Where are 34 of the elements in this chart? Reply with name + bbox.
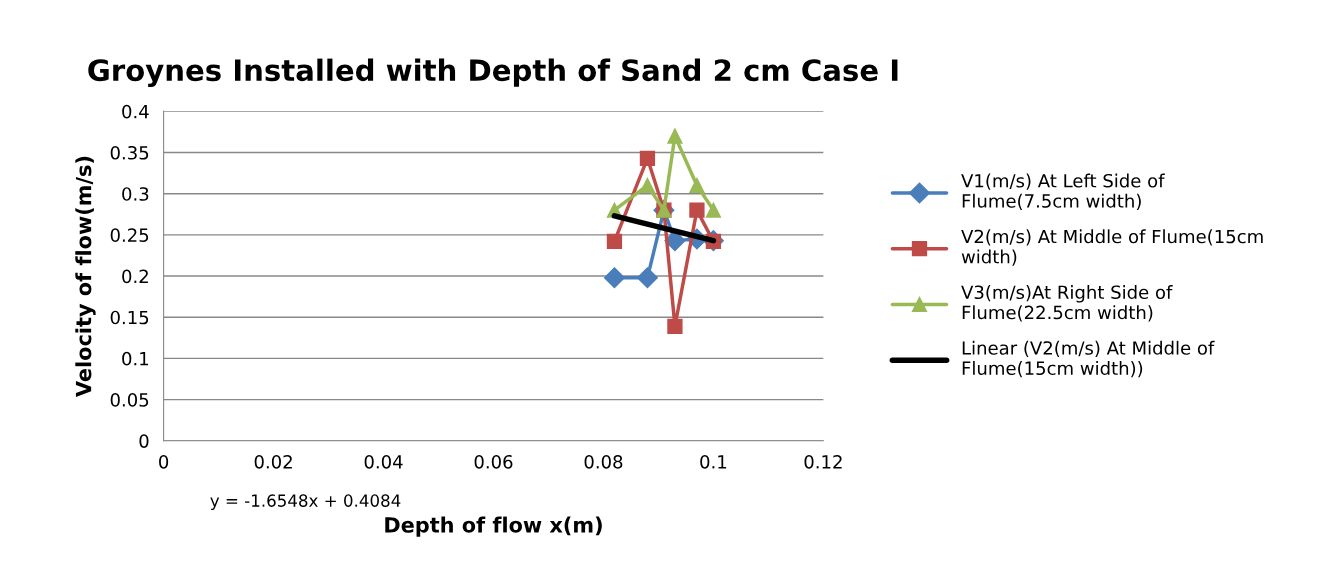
y-tick-label: 0.1	[122, 351, 149, 366]
point	[689, 177, 705, 194]
point	[705, 202, 722, 218]
y-tick-label: 0.35	[110, 145, 149, 160]
x-tick-label: 0	[159, 454, 169, 469]
x-tick-label: 0.06	[474, 454, 513, 469]
x-tick-label: 0.02	[254, 454, 292, 469]
point	[639, 150, 656, 166]
point	[606, 233, 623, 250]
y-axis-title: Velocity of flow(m/s)	[75, 156, 96, 397]
y-tick-label: 0	[139, 434, 149, 448]
point	[639, 177, 656, 194]
legend-label: V2(m/s) At Middle of Flume(15cm width)	[961, 229, 1263, 266]
y-tick-label: 0.3	[122, 187, 149, 201]
y-tick-label: 0.25	[110, 228, 149, 242]
chart-title: Groynes Installed with Depth of Sand 2 cm Case I	[88, 58, 898, 88]
y-tick-label: 0.4	[122, 104, 149, 119]
point	[689, 202, 705, 218]
legend-label: V3(m/s)At Right Side of Flume(22.5cm width)	[961, 285, 1173, 322]
point	[603, 267, 625, 289]
text: y = -1.6548x + 0.4084	[210, 494, 401, 511]
x-tick-label: 0.08	[584, 454, 623, 469]
y-tick-label: 0.05	[110, 393, 149, 407]
x-tick-label: 0.04	[364, 454, 403, 469]
point	[636, 267, 658, 289]
x-tick-label: 0.12	[804, 454, 842, 469]
point	[667, 318, 683, 334]
x-axis-title: Depth of flow x(m)	[385, 516, 602, 537]
y-tick-label: 0.2	[122, 269, 148, 284]
legend-label: Linear (V2(m/s) At Middle of Flume(15cm width))	[962, 340, 1215, 378]
point	[667, 128, 683, 144]
x-tick-label: 0.1	[700, 454, 727, 469]
y-tick-label: 0.15	[110, 310, 149, 325]
legend-label: V1(m/s) At Left Side of Flume(7.5cm width)	[961, 173, 1165, 210]
